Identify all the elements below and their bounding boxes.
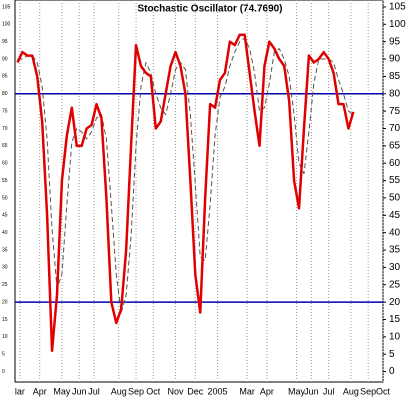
- y-tick-label-left: 0: [2, 369, 5, 375]
- x-tick-label: Oct: [376, 386, 391, 396]
- y-tick-label: 80: [389, 88, 401, 99]
- y-tick-label: 55: [389, 175, 401, 186]
- y-tick-label: 70: [389, 123, 401, 134]
- y-tick-label-left: 95: [2, 39, 8, 45]
- y-tick-label: 45: [389, 210, 401, 221]
- chart-title: Stochastic Oscillator (74.7690): [137, 4, 282, 15]
- x-tick-label: Dec: [187, 386, 204, 396]
- x-tick-label: Sep: [128, 386, 144, 396]
- y-tick-label: 95: [389, 36, 401, 47]
- y-tick-label: 40: [389, 227, 401, 238]
- y-tick-label: 60: [389, 158, 401, 169]
- y-tick-label-left: 45: [2, 213, 8, 219]
- y-tick-label-left: 30: [2, 265, 8, 271]
- y-tick-label: 35: [389, 245, 401, 256]
- x-tick-label: Aug: [111, 386, 127, 396]
- y-tick-label-left: 100: [2, 22, 11, 28]
- y-tick-label-left: 90: [2, 56, 8, 62]
- y-tick-label-left: 80: [2, 91, 8, 97]
- y-tick-label-left: 20: [2, 299, 8, 305]
- x-tick-label: Mar: [239, 386, 255, 396]
- y-tick-label: 105: [389, 2, 406, 13]
- x-tick-label: lar: [15, 386, 25, 396]
- x-tick-label: Aug: [343, 386, 359, 396]
- y-tick-label-left: 40: [2, 230, 8, 236]
- y-tick-label: 5: [389, 349, 395, 360]
- x-tick-label: Jul: [323, 386, 335, 396]
- x-tick-label: Jul: [88, 386, 100, 396]
- x-tick-label: Apr: [33, 386, 47, 396]
- y-tick-label-left: 15: [2, 317, 8, 323]
- series-line: [16, 33, 355, 352]
- y-tick-label: 20: [389, 297, 401, 308]
- y-tick-label-left: 50: [2, 195, 8, 201]
- y-tick-label: 25: [389, 279, 401, 290]
- series-line: [17, 37, 354, 314]
- y-tick-label-left: 105: [2, 4, 11, 10]
- x-tick-label: May: [288, 386, 306, 396]
- y-tick-label: 50: [389, 193, 401, 204]
- y-tick-label-left: 55: [2, 178, 8, 184]
- y-tick-label-left: 60: [2, 161, 8, 167]
- plot-frame: [14, 0, 384, 383]
- y-tick-label: 15: [389, 314, 401, 325]
- y-tick-label-left: 25: [2, 282, 8, 288]
- x-tick-label: Jun: [72, 386, 87, 396]
- x-tick-label: 2005: [208, 386, 228, 396]
- y-tick-label: 0: [389, 366, 395, 377]
- y-tick-label-left: 35: [2, 247, 8, 253]
- x-tick-label: Nov: [168, 386, 185, 396]
- y-tick-label-left: 10: [2, 334, 8, 340]
- x-tick-label: May: [53, 386, 71, 396]
- y-tick-label-left: 75: [2, 108, 8, 114]
- y-tick-label: 90: [389, 54, 401, 65]
- x-tick-label: Sep: [360, 386, 376, 396]
- y-tick-label-left: 65: [2, 143, 8, 149]
- y-tick-label: 100: [389, 19, 406, 30]
- x-tick-label: Oct: [146, 386, 161, 396]
- y-tick-label-left: 5: [2, 352, 5, 358]
- x-tick-label: Jun: [304, 386, 319, 396]
- x-tick-label: Apr: [260, 386, 274, 396]
- y-tick-label: 65: [389, 140, 401, 151]
- y-tick-label-left: 85: [2, 74, 8, 80]
- y-tick-label: 85: [389, 71, 401, 82]
- y-tick-label: 10: [389, 331, 401, 342]
- y-tick-label: 75: [389, 106, 401, 117]
- y-tick-label-left: 70: [2, 126, 8, 132]
- y-tick-label: 30: [389, 262, 401, 273]
